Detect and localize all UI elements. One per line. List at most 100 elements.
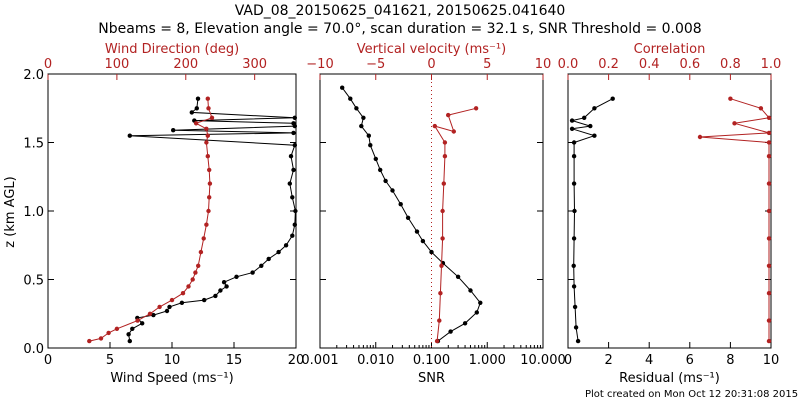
data-point xyxy=(442,140,448,145)
x-bottom-tick-label: 0 xyxy=(564,353,572,368)
data-point xyxy=(437,318,442,323)
data-point xyxy=(572,208,577,214)
data-point xyxy=(204,222,209,227)
data-point xyxy=(87,338,92,344)
data-point xyxy=(189,110,194,115)
data-point xyxy=(766,140,772,145)
data-point xyxy=(440,208,445,214)
data-point xyxy=(766,181,772,186)
data-point xyxy=(193,121,199,126)
x-top-tick-label: 5 xyxy=(483,57,491,72)
data-point xyxy=(179,300,185,305)
data-point xyxy=(290,233,295,238)
y-axis-label: z (km AGL) xyxy=(3,176,18,247)
series-line-red xyxy=(89,98,213,342)
data-point xyxy=(728,96,733,101)
data-point xyxy=(283,243,289,248)
data-point xyxy=(167,304,172,310)
data-point xyxy=(571,263,576,268)
data-point xyxy=(448,329,453,334)
x-bottom-tick-label: 0.100 xyxy=(413,353,450,368)
x-top-tick-label: 0 xyxy=(44,57,52,72)
x-bottom-axis-label: Residual (ms⁻¹) xyxy=(619,371,720,386)
data-point xyxy=(190,277,195,282)
data-point xyxy=(195,96,201,101)
y-tick-label: 1.0 xyxy=(23,205,44,220)
x-top-tick-label: 0.8 xyxy=(720,57,741,72)
panel-3: 0 2 4 6 8 10 0.0 0.2 0.4 0.6 0.8 1.0 Residual (ms⁻¹)… xyxy=(558,42,782,386)
x-top-tick-label: 200 xyxy=(173,57,198,72)
x-top-tick-label: 0.6 xyxy=(679,57,700,72)
data-point xyxy=(442,154,448,159)
data-point xyxy=(697,134,703,140)
data-point xyxy=(575,338,581,344)
x-top-tick-label: −10 xyxy=(306,57,333,72)
data-point xyxy=(106,330,111,336)
plot-frame xyxy=(567,73,772,349)
data-point xyxy=(571,181,577,186)
data-point xyxy=(592,106,597,111)
plot-created-footer: Plot created on Mon Oct 12 20:31:08 2015 xyxy=(585,389,798,400)
data-point xyxy=(218,288,223,293)
x-top-axis-label: Wind Direction (deg) xyxy=(105,42,239,57)
data-point xyxy=(348,96,353,101)
data-point xyxy=(209,115,215,121)
data-point xyxy=(569,126,575,131)
data-point xyxy=(766,338,772,344)
data-point xyxy=(766,154,772,159)
x-bottom-tick-label: 0 xyxy=(44,353,52,368)
data-point xyxy=(361,115,366,121)
data-point xyxy=(473,106,479,111)
data-point xyxy=(135,318,140,323)
x-top-tick-label: 0 xyxy=(427,57,435,72)
data-point xyxy=(292,143,297,148)
data-point xyxy=(266,256,271,262)
data-point xyxy=(438,291,443,296)
x-top-tick-label: 10 xyxy=(535,57,552,72)
data-point xyxy=(207,195,212,200)
x-bottom-axis-label: SNR xyxy=(418,371,445,386)
data-point xyxy=(287,181,292,186)
title-line-2: Nbeams = 8, Elevation angle = 70.0°, sca… xyxy=(98,21,701,37)
data-point xyxy=(293,208,298,214)
series-line-red xyxy=(433,107,477,342)
data-point xyxy=(130,326,135,331)
y-tick-label: 2.0 xyxy=(23,68,44,83)
data-point xyxy=(205,96,210,101)
x-bottom-tick-label: 1.000 xyxy=(469,353,506,368)
x-bottom-tick-label: 10.000 xyxy=(520,353,566,368)
data-point xyxy=(169,297,175,303)
x-bottom-tick-label: 20 xyxy=(288,353,305,368)
x-top-tick-label: 100 xyxy=(104,57,129,72)
data-point xyxy=(234,274,239,279)
x-bottom-tick-label: 0.010 xyxy=(357,353,394,368)
title-line-1: VAD_08_20150625_041621, 20150625.041640 xyxy=(235,3,566,19)
data-point xyxy=(202,297,207,303)
data-point xyxy=(732,121,737,126)
data-point xyxy=(213,293,218,299)
data-point xyxy=(474,310,479,315)
data-point xyxy=(206,106,211,111)
data-point xyxy=(432,123,437,129)
series-line-black xyxy=(128,98,296,342)
data-point xyxy=(359,123,364,129)
y-tick-label: 0.0 xyxy=(23,342,44,357)
data-point xyxy=(194,106,199,111)
data-point xyxy=(440,236,445,241)
x-bottom-tick-label: 10 xyxy=(164,353,181,368)
x-bottom-tick-label: 4 xyxy=(645,353,653,368)
data-point xyxy=(291,121,296,126)
data-point xyxy=(288,154,294,159)
data-point xyxy=(164,308,170,314)
x-bottom-tick-label: 6 xyxy=(686,353,694,368)
data-point xyxy=(758,106,764,111)
data-point xyxy=(140,321,145,326)
data-point xyxy=(204,126,209,131)
data-point xyxy=(171,128,176,133)
data-point xyxy=(366,133,371,138)
data-point xyxy=(368,143,373,148)
data-point xyxy=(478,300,483,305)
data-point xyxy=(571,284,577,289)
data-point xyxy=(571,140,577,145)
